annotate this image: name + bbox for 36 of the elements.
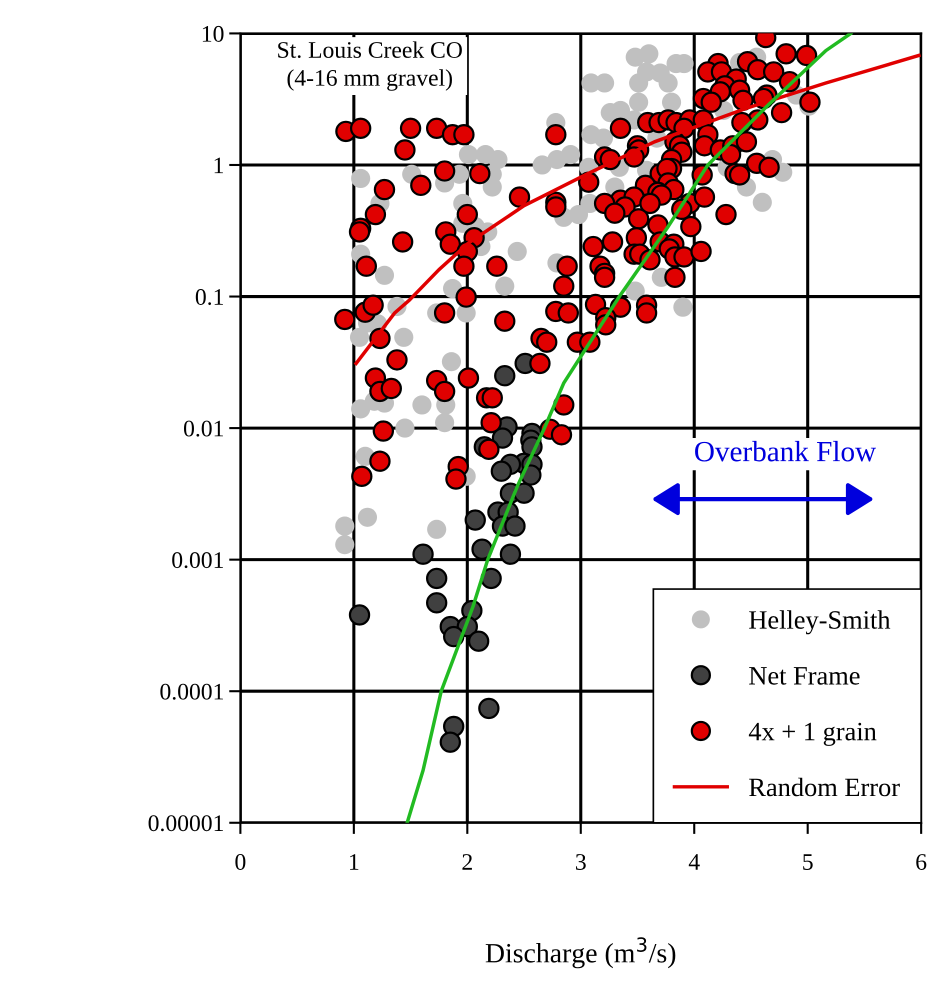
point bbox=[468, 630, 490, 652]
y-tick-label: 0.0001 bbox=[160, 684, 223, 700]
y-tick-label: 0.00001 bbox=[148, 815, 223, 832]
y-tick-label: 0.001 bbox=[172, 552, 223, 568]
point bbox=[471, 538, 493, 560]
x-axis-title: Discharge (m$^{3}$/s) bbox=[486, 937, 676, 968]
y-tick-label: 1 bbox=[214, 158, 223, 174]
point bbox=[440, 731, 461, 753]
point bbox=[500, 544, 522, 565]
legend-label: 4x + 1 grain bbox=[748, 722, 876, 746]
x-tick-label: 6 bbox=[916, 854, 926, 870]
x-tick-label: 0 bbox=[235, 854, 246, 870]
annotation: St. Louis Creek CO (4-16 mm gravel) bbox=[278, 41, 462, 91]
y-tick-label: 10 bbox=[202, 26, 224, 42]
point bbox=[348, 604, 370, 626]
point bbox=[494, 365, 516, 386]
point bbox=[478, 698, 500, 720]
point bbox=[412, 544, 434, 565]
point bbox=[490, 460, 512, 482]
point bbox=[504, 515, 526, 537]
point bbox=[426, 568, 448, 590]
x-tick-label: 4 bbox=[688, 854, 700, 870]
y-tick-label: 0.1 bbox=[196, 289, 223, 306]
point bbox=[464, 509, 486, 531]
legend-label: Helley-Smith bbox=[749, 610, 890, 634]
x-tick-label: 5 bbox=[803, 854, 813, 870]
x-tick-label: 3 bbox=[576, 854, 586, 870]
annotation: Overbank Flow bbox=[695, 440, 876, 462]
legend-label: Net Frame bbox=[749, 667, 860, 685]
point bbox=[513, 482, 535, 504]
x-tick-label: 1 bbox=[350, 854, 358, 870]
point bbox=[480, 568, 502, 590]
y-tick-label: 0.01 bbox=[184, 420, 223, 437]
legend-label: Random Error bbox=[749, 778, 900, 796]
x-tick-label: 2 bbox=[462, 854, 472, 870]
point bbox=[426, 592, 448, 614]
